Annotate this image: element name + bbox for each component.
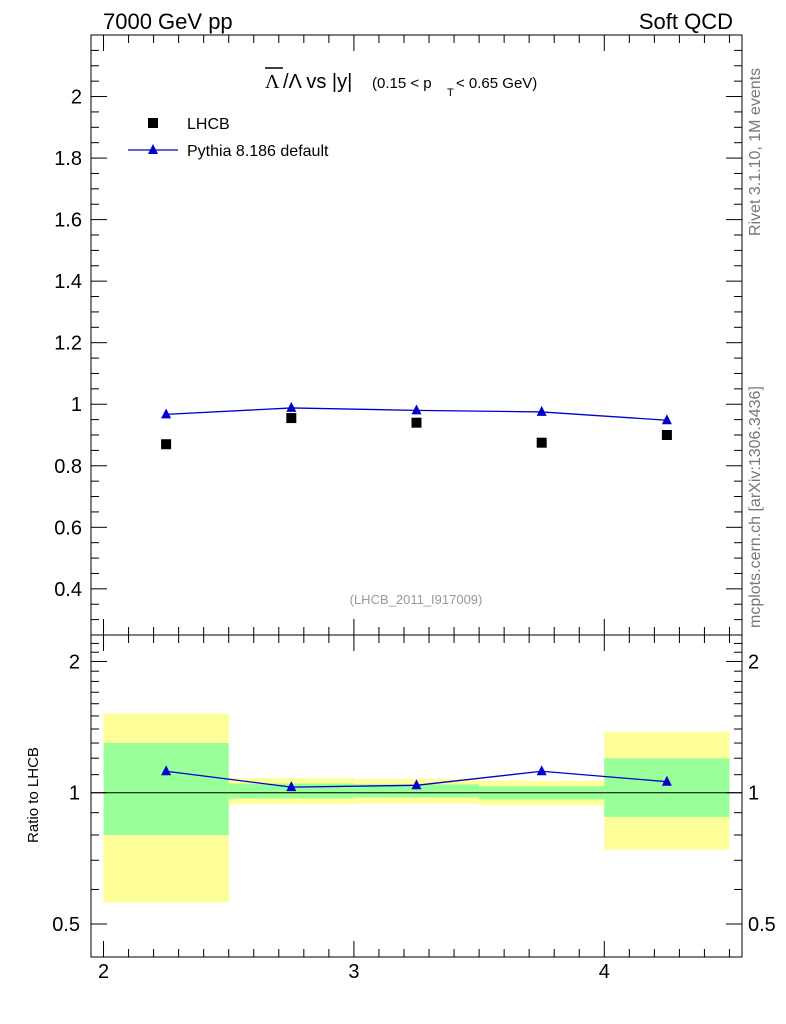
ratio-y-tick-label-right: 1	[748, 783, 759, 805]
main-y-tick-label: 1.4	[54, 271, 82, 293]
ratio-x-tick-label: 4	[599, 961, 610, 983]
legend-lhcb-marker	[148, 118, 158, 128]
main-y-tick-label: 0.8	[54, 456, 82, 478]
main-data-marks	[161, 401, 672, 450]
legend-pythia-label: Pythia 8.186 default	[187, 143, 329, 160]
pythia-point	[536, 405, 547, 416]
title-cut-close: < 0.65 GeV)	[456, 75, 537, 92]
lhcb-point	[286, 413, 297, 424]
ratio-pythia-point	[661, 775, 672, 786]
header-category-label: Soft QCD	[639, 9, 733, 34]
main-y-tick-label: 0.6	[54, 517, 82, 539]
rivet-version-label: Rivet 3.1.10, 1M events	[747, 68, 764, 236]
ratio-y-axis-label: Ratio to LHCB	[25, 747, 42, 843]
ratio-pythia-point	[161, 765, 172, 776]
pythia-point	[411, 404, 422, 415]
ratio-panel: 0.5 1 2 0.5 1 2 2 3 4 Ratio to LHCB	[25, 634, 776, 983]
ratio-pythia-point	[536, 765, 547, 776]
legend: LHCB Pythia 8.186 default	[128, 116, 329, 160]
ratio-uncertainty-bands	[91, 713, 742, 903]
ratio-y-tick-label: 2	[69, 651, 80, 673]
source-label: mcplots.cern.ch [arXiv:1306.3436]	[747, 386, 764, 628]
ratio-y-tick-labels: 0.5 1 2	[52, 651, 80, 936]
lhcb-point	[536, 437, 547, 448]
ratio-y-tick-label-right: 2	[748, 651, 759, 673]
ratio-frame	[90, 634, 743, 958]
main-y-tick-label: 0.4	[54, 579, 82, 601]
ratio-pythia-point	[286, 781, 297, 792]
lhcb-point	[411, 417, 422, 428]
ratio-x-tick-labels: 2 3 4	[98, 961, 610, 983]
main-y-tick-label: 1	[71, 394, 82, 416]
main-y-tick-label: 1.6	[54, 210, 82, 232]
ratio-x-tick-label: 2	[98, 961, 109, 983]
ratio-band-green	[353, 784, 480, 798]
ratio-y-tick-label: 0.5	[52, 914, 80, 936]
pythia-point	[286, 401, 297, 412]
main-y-tick-label: 1.8	[54, 148, 82, 170]
title-symbol: Λ	[265, 71, 280, 93]
ratio-y-tick-label-right: 0.5	[748, 914, 776, 936]
main-axis-ticks	[91, 34, 742, 636]
pythia-point	[161, 408, 172, 419]
pythia-point	[661, 414, 672, 425]
ratio-x-tick-label: 3	[348, 961, 359, 983]
main-title: Λ /Λ vs |y| (0.15 < p T < 0.65 GeV)	[265, 67, 537, 99]
main-y-tick-labels: 0.4 0.6 0.8 1 1.2 1.4 1.6 1.8 2	[54, 87, 82, 601]
title-main: /Λ vs |y|	[283, 71, 352, 93]
ratio-y-tick-labels-right: 0.5 1 2	[748, 651, 776, 936]
title-cut-open: (0.15 < p	[372, 75, 432, 92]
ratio-band-green	[604, 758, 730, 817]
ratio-y-tick-label: 1	[69, 783, 80, 805]
main-y-tick-label: 2	[71, 87, 82, 109]
header-energy-label: 7000 GeV pp	[103, 9, 233, 34]
analysis-watermark: (LHCB_2011_I917009)	[350, 592, 483, 607]
ratio-pythia-point	[411, 779, 422, 790]
main-panel: 0.4 0.6 0.8 1 1.2 1.4 1.6 1.8 2 Λ /Λ vs |y| (0.1…	[54, 34, 743, 636]
legend-lhcb-label: LHCB	[187, 116, 230, 133]
legend-pythia-marker	[148, 144, 158, 154]
ratio-band-green	[103, 743, 229, 835]
ratio-data-marks	[161, 765, 672, 792]
main-y-tick-label: 1.2	[54, 333, 82, 355]
ratio-axis-ticks	[91, 635, 742, 957]
title-cut-sub: T	[447, 87, 454, 99]
lhcb-point	[661, 430, 672, 440]
lhcb-point	[161, 439, 172, 450]
